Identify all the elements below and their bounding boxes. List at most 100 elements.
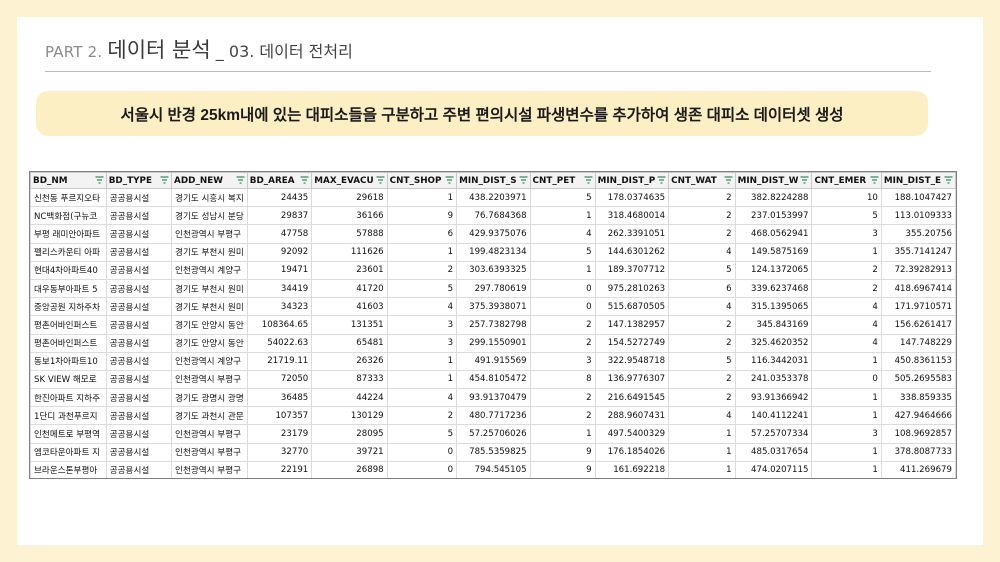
table-cell[interactable]: 36485 — [246, 388, 313, 408]
table-cell[interactable]: 평촌어바인퍼스트 — [30, 333, 107, 353]
table-cell[interactable]: 5 — [529, 187, 596, 208]
table-cell[interactable]: 9 — [529, 442, 596, 462]
table-cell[interactable]: 공공용시설 — [105, 297, 173, 317]
table-cell[interactable]: 경기도 안양시 동안 — [171, 315, 248, 335]
table-cell[interactable]: 113.0109333 — [880, 206, 956, 226]
column-header[interactable]: CNT_WAT — [668, 172, 736, 189]
table-cell[interactable]: 대우동부아파트 5 — [30, 278, 107, 299]
table-cell[interactable]: 429.9375076 — [456, 224, 531, 244]
table-cell[interactable]: 인천광역시 부평구 — [171, 424, 248, 444]
table-cell[interactable]: 515.6870505 — [594, 297, 670, 317]
table-cell[interactable]: 인천광역시 계양구 — [171, 260, 248, 280]
table-cell[interactable]: 인천광역시 부평구 — [171, 442, 248, 462]
table-cell[interactable]: 72050 — [246, 369, 313, 390]
table-cell[interactable]: 2 — [668, 388, 736, 408]
table-cell[interactable]: 411.269679 — [880, 460, 956, 478]
table-row[interactable]: 펠리스카운티 아파 공공용시설 경기도 부천시 원미 92092 111626 1 199.… — [30, 242, 956, 262]
table-cell[interactable]: 136.9776307 — [594, 369, 670, 390]
table-cell[interactable]: 공공용시설 — [105, 206, 173, 226]
table-row[interactable]: 중앙공원 지하주차 공공용시설 경기도 부천시 원미 34323 41603 4 375.3… — [30, 297, 956, 317]
table-cell[interactable]: 경기도 부천시 원미 — [171, 242, 248, 262]
table-cell[interactable]: 공공용시설 — [105, 442, 173, 462]
table-cell[interactable]: 인천광역시 계양구 — [171, 351, 248, 371]
table-cell[interactable]: 338.859335 — [880, 388, 956, 408]
table-cell[interactable]: 5 — [668, 260, 736, 280]
table-cell[interactable]: 인천메트로 부평역 — [30, 424, 107, 444]
table-cell[interactable]: 171.9710571 — [880, 297, 956, 317]
table-cell[interactable]: 2 — [668, 369, 736, 390]
filter-dropdown-icon[interactable] — [236, 175, 245, 184]
table-cell[interactable]: 161.692218 — [594, 460, 670, 478]
table-cell[interactable]: 공공용시설 — [105, 369, 173, 390]
table-cell[interactable]: 107357 — [246, 406, 313, 426]
table-cell[interactable]: 438.2203971 — [456, 187, 531, 208]
column-header[interactable]: BD_AREA — [246, 172, 313, 189]
table-cell[interactable]: 경기도 성남시 분당 — [171, 206, 248, 226]
table-cell[interactable]: 418.6967414 — [880, 278, 956, 299]
table-cell[interactable]: 3 — [386, 315, 458, 335]
table-cell[interactable]: 57.25707334 — [734, 424, 813, 444]
table-cell[interactable]: 480.7717236 — [456, 406, 531, 426]
table-cell[interactable]: 26898 — [311, 460, 388, 478]
table-row[interactable]: 평촌어바인퍼스트 공공용시설 경기도 안양시 동안 54022.63 65481 3 299… — [30, 333, 956, 353]
table-cell[interactable]: 303.6393325 — [456, 260, 531, 280]
table-cell[interactable]: 23601 — [311, 260, 388, 280]
table-cell[interactable]: 382.8224288 — [734, 187, 813, 208]
table-cell[interactable]: 현대4차아파트40 — [30, 260, 107, 280]
table-cell[interactable]: 199.4823134 — [456, 242, 531, 262]
table-cell[interactable]: 427.9464666 — [880, 406, 956, 426]
table-row[interactable]: 평촌어바인퍼스트 공공용시설 경기도 안양시 동안 108364.65 131351 3 2… — [30, 315, 956, 335]
table-cell[interactable]: 4 — [386, 388, 458, 408]
table-cell[interactable]: 5 — [386, 424, 458, 444]
table-cell[interactable]: 216.6491545 — [594, 388, 670, 408]
table-cell[interactable]: 34419 — [246, 278, 313, 299]
table-cell[interactable]: 57.25706026 — [456, 424, 531, 444]
table-cell[interactable]: 1 — [668, 442, 736, 462]
table-cell[interactable]: 241.0353378 — [734, 369, 813, 390]
table-row[interactable]: 1단디 과천푸르지 공공용시설 경기도 과천시 관문 107357 130129 2 480… — [30, 406, 956, 426]
table-row[interactable]: 동보1차아파트10 공공용시설 인천광역시 계양구 21719.11 26326 1 491… — [30, 351, 956, 371]
table-cell[interactable]: 2 — [668, 315, 736, 335]
filter-dropdown-icon[interactable] — [376, 175, 385, 184]
table-cell[interactable]: 147.748229 — [880, 333, 956, 353]
table-cell[interactable]: 6 — [668, 278, 736, 299]
table-cell[interactable]: 156.6261417 — [880, 315, 956, 335]
table-cell[interactable]: 116.3442031 — [734, 351, 813, 371]
table-cell[interactable]: 29618 — [311, 187, 388, 208]
table-cell[interactable]: 인천광역시 부평구 — [171, 369, 248, 390]
table-cell[interactable]: 131351 — [311, 315, 388, 335]
table-cell[interactable]: 2 — [529, 388, 596, 408]
column-header[interactable]: MAX_EVACU — [311, 172, 388, 189]
table-cell[interactable]: 4 — [668, 297, 736, 317]
table-cell[interactable]: 1 — [668, 460, 736, 478]
table-cell[interactable]: 93.91370479 — [456, 388, 531, 408]
table-cell[interactable]: 10 — [811, 187, 882, 208]
table-cell[interactable]: 297.780619 — [456, 278, 531, 299]
table-cell[interactable]: 505.2695583 — [880, 369, 956, 390]
table-row[interactable]: 인천메트로 부평역 공공용시설 인천광역시 부평구 23179 28095 5 57.257… — [30, 424, 956, 444]
column-header[interactable]: MIN_DIST_P — [594, 172, 670, 189]
table-cell[interactable]: 299.1550901 — [456, 333, 531, 353]
table-cell[interactable]: 315.1395065 — [734, 297, 813, 317]
table-cell[interactable]: 1 — [529, 206, 596, 226]
table-cell[interactable]: 공공용시설 — [105, 406, 173, 426]
table-cell[interactable]: 0 — [386, 460, 458, 478]
table-cell[interactable]: 2 — [668, 224, 736, 244]
filter-dropdown-icon[interactable] — [519, 175, 528, 184]
table-cell[interactable]: 0 — [811, 369, 882, 390]
table-cell[interactable]: 355.7141247 — [880, 242, 956, 262]
table-cell[interactable]: 72.39282913 — [880, 260, 956, 280]
table-cell[interactable]: 355.20756 — [880, 224, 956, 244]
table-cell[interactable]: 378.8087733 — [880, 442, 956, 462]
column-header[interactable]: CNT_EMER — [811, 172, 882, 189]
table-cell[interactable]: 3 — [529, 351, 596, 371]
table-cell[interactable]: 2 — [668, 206, 736, 226]
table-cell[interactable]: 1 — [811, 351, 882, 371]
table-cell[interactable]: 4 — [386, 297, 458, 317]
table-cell[interactable]: 108.9692857 — [880, 424, 956, 444]
table-cell[interactable]: 공공용시설 — [105, 187, 173, 208]
table-cell[interactable]: 785.5359825 — [456, 442, 531, 462]
table-cell[interactable]: 4 — [811, 297, 882, 317]
table-cell[interactable]: 21719.11 — [246, 351, 313, 371]
table-row[interactable]: 한진아파트 지하주 공공용시설 경기도 광명시 광명 36485 44224 4 93.91… — [30, 388, 956, 408]
